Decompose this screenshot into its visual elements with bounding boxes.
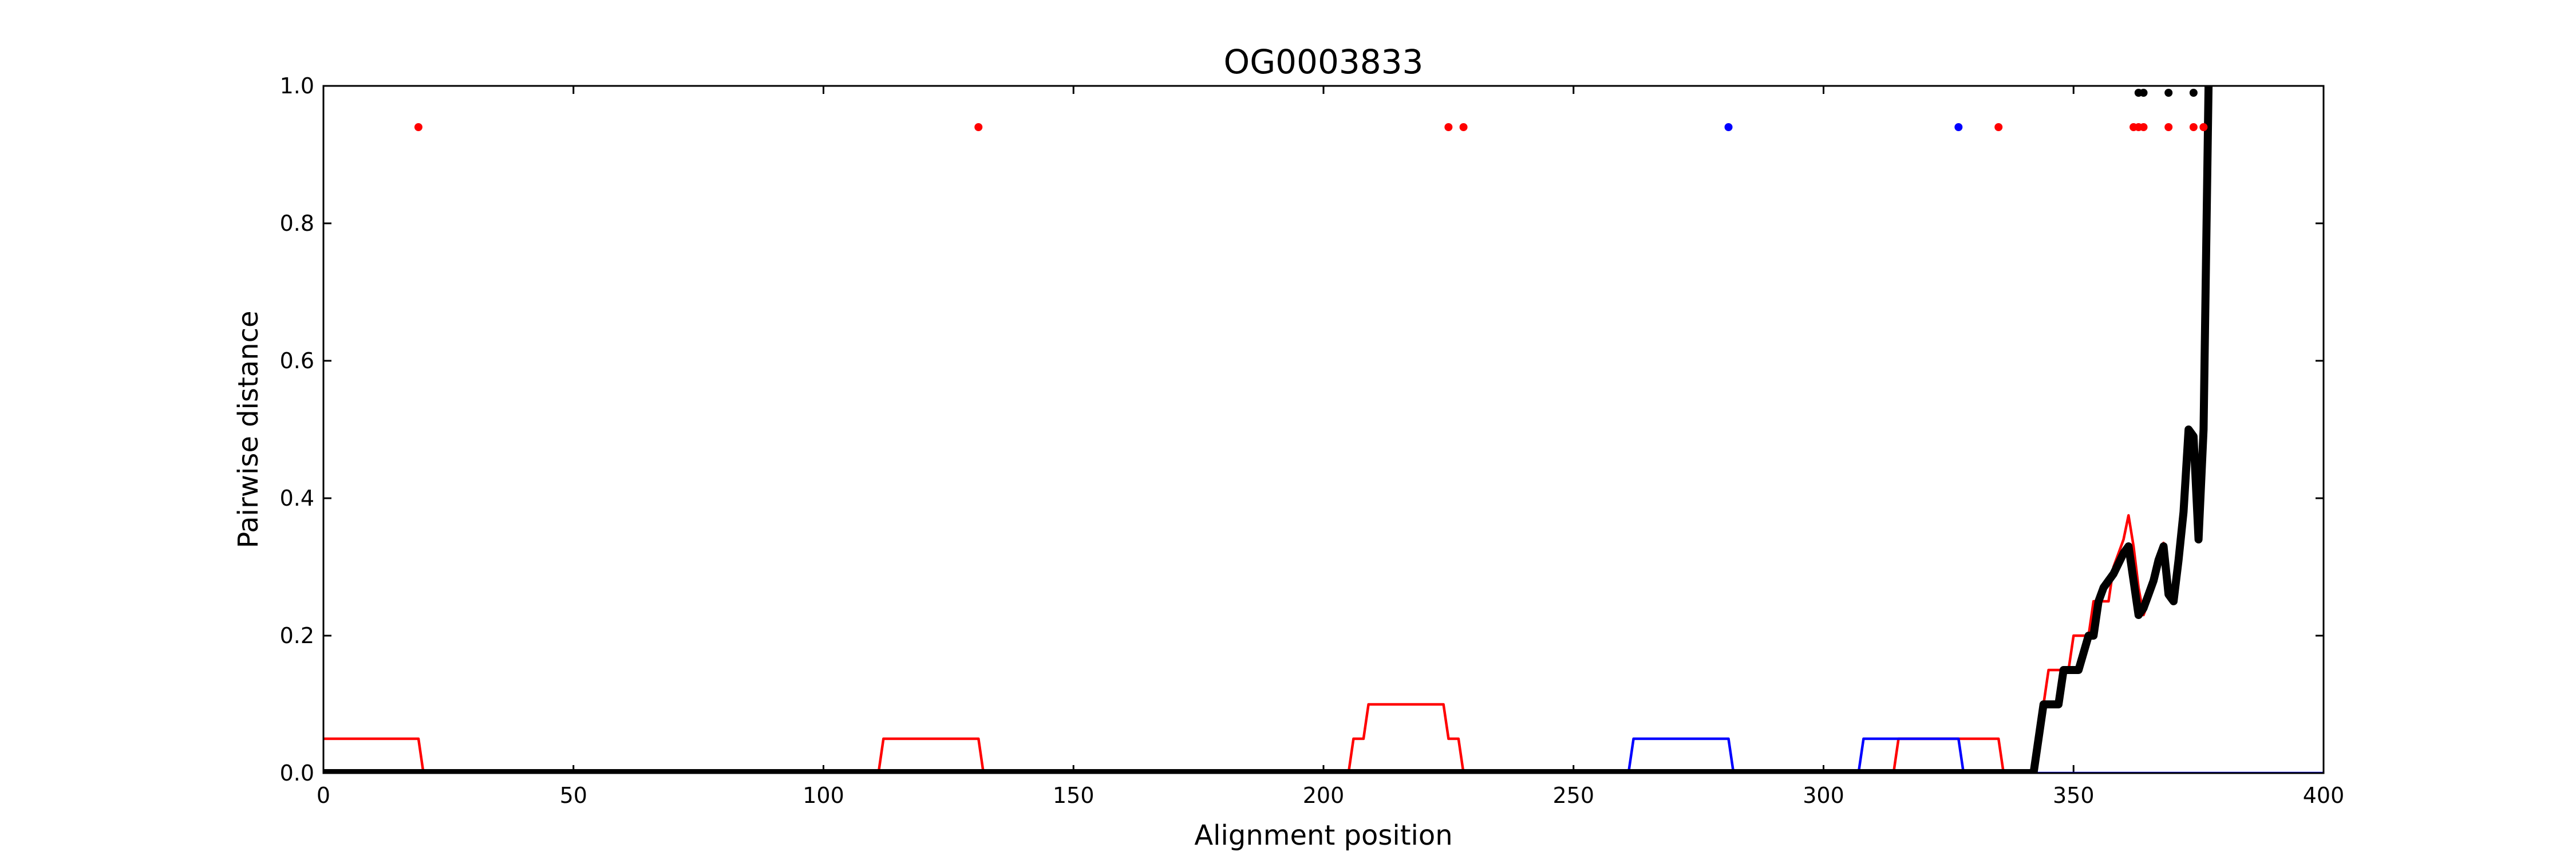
x-tick-label: 300 [1803,783,1844,808]
x-tick-label: 0 [317,783,330,808]
data-point [2189,89,2198,97]
x-tick-label: 50 [560,783,587,808]
x-tick-label: 400 [2303,783,2345,808]
data-point [1954,123,1963,131]
y-axis-label: Pairwise distance [232,310,264,548]
y-tick-label: 0.8 [280,211,314,236]
y-tick-label: 0.6 [280,348,314,373]
data-point [1994,123,2003,131]
data-point [1444,123,1453,131]
data-point [2139,123,2148,131]
series-line-3 [323,86,2213,773]
data-point [974,123,983,131]
series-lines [323,86,2324,773]
data-point [414,123,422,131]
chart-title: OG0003833 [1224,42,1424,81]
y-tick-label: 0.2 [280,623,314,648]
data-point [2139,89,2148,97]
y-tick-label: 0.0 [280,761,314,786]
data-point [2189,123,2198,131]
x-tick-label: 350 [2053,783,2095,808]
data-point [2164,89,2173,97]
x-tick-label: 200 [1303,783,1345,808]
x-axis-label: Alignment position [1194,819,1452,852]
y-tick-label: 1.0 [280,73,314,98]
y-tick-label: 0.4 [280,486,314,511]
data-point [1724,123,1733,131]
data-point [1459,123,1468,131]
series-markers [414,89,2208,131]
data-point [2199,123,2208,131]
series-line-2 [323,737,2324,773]
x-tick-label: 150 [1053,783,1095,808]
axis-ticks: 0 50 100 150 200 250 300 350 400 0.0 0.2 0.4 0.6 0.8 1… [280,73,2345,808]
x-tick-label: 250 [1552,783,1594,808]
x-tick-label: 100 [803,783,844,808]
plot-frame [322,85,2325,774]
data-point [2164,123,2173,131]
